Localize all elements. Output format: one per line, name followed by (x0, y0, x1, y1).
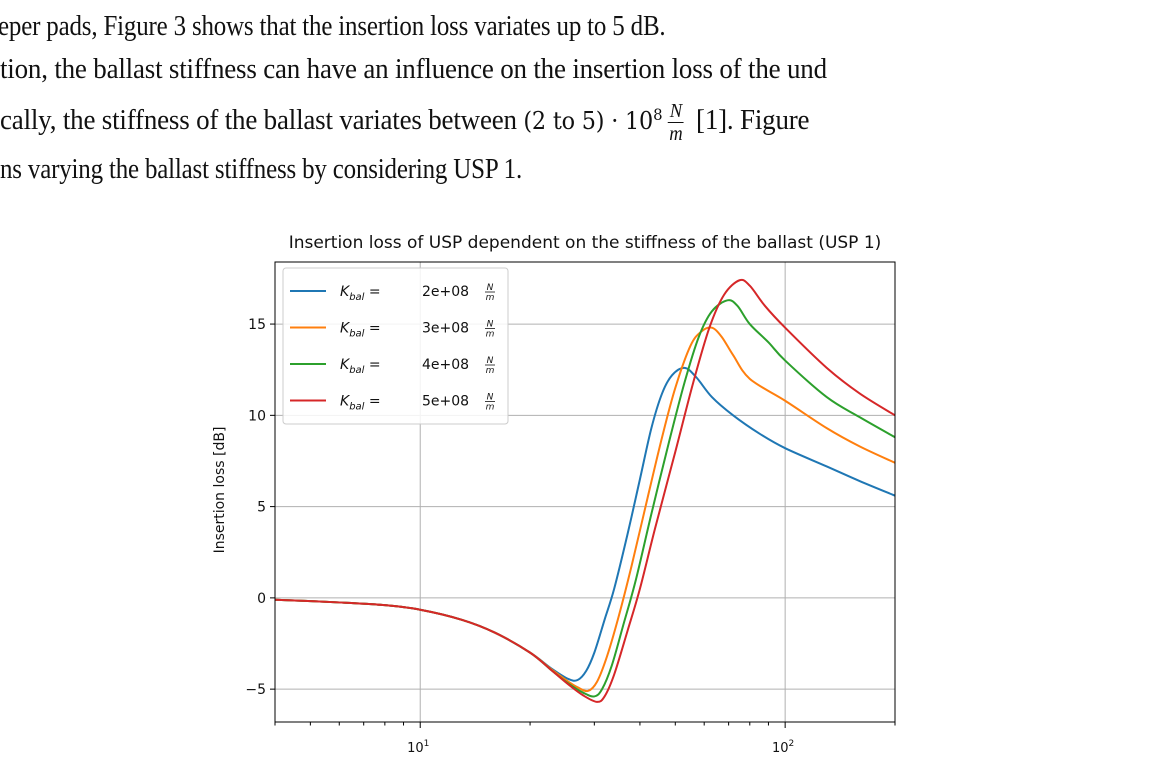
paragraph-line-4: ns varying the ballast stiffness by cons… (0, 153, 523, 185)
math-base: (2 to 5) · 10 (523, 107, 654, 136)
y-tick-label: −5 (245, 682, 266, 698)
legend-value: 4e+08 (422, 357, 469, 373)
legend-unit-num: N (487, 393, 494, 403)
legend-label: Kbal = (340, 394, 381, 413)
legend-unit-num: N (487, 356, 494, 366)
line3-text: cally, the stiffness of the ballast vari… (0, 104, 524, 137)
math-exponent: 8 (653, 105, 663, 125)
y-tick-label: 0 (257, 591, 266, 607)
legend-box (282, 267, 509, 425)
chart-title: Insertion loss of USP dependent on the s… (289, 233, 882, 253)
y-axis-label: Insertion loss [dB] (212, 427, 228, 554)
x-tick-label: 102 (772, 739, 794, 756)
x-tick-label: 101 (407, 739, 429, 756)
legend-unit-num: N (487, 283, 494, 293)
paragraph-line-2: tion, the ballast stiffness can have an … (0, 53, 827, 85)
series-line-5e+08 (275, 278, 895, 703)
paragraph-line-3: cally, the stiffness of the ballast vari… (0, 100, 810, 145)
legend-unit-den: m (486, 293, 495, 303)
legend-unit-den: m (486, 366, 495, 376)
legend-label: Kbal = (340, 321, 381, 340)
math-range: (2 to 5) · 108 (523, 105, 663, 136)
y-tick-label: 5 (257, 500, 266, 516)
legend-unit-den: m (486, 403, 495, 413)
paragraph-line-1: eper pads, Figure 3 shows that the inser… (0, 10, 666, 42)
y-tick-label: 15 (248, 317, 266, 333)
fraction-denominator: m (669, 123, 683, 145)
legend-label: Kbal = (340, 284, 381, 303)
legend-value: 5e+08 (422, 394, 469, 410)
legend-value: 2e+08 (422, 284, 469, 300)
legend-unit-num: N (487, 320, 494, 330)
legend-value: 3e+08 (422, 321, 469, 337)
plot-frame (274, 261, 896, 723)
line3-post: [1]. Figure (696, 104, 810, 137)
legend-unit-den: m (486, 330, 495, 340)
y-tick-label: 10 (248, 408, 266, 424)
legend-label: Kbal = (340, 357, 381, 376)
fraction-numerator: N (667, 100, 684, 123)
